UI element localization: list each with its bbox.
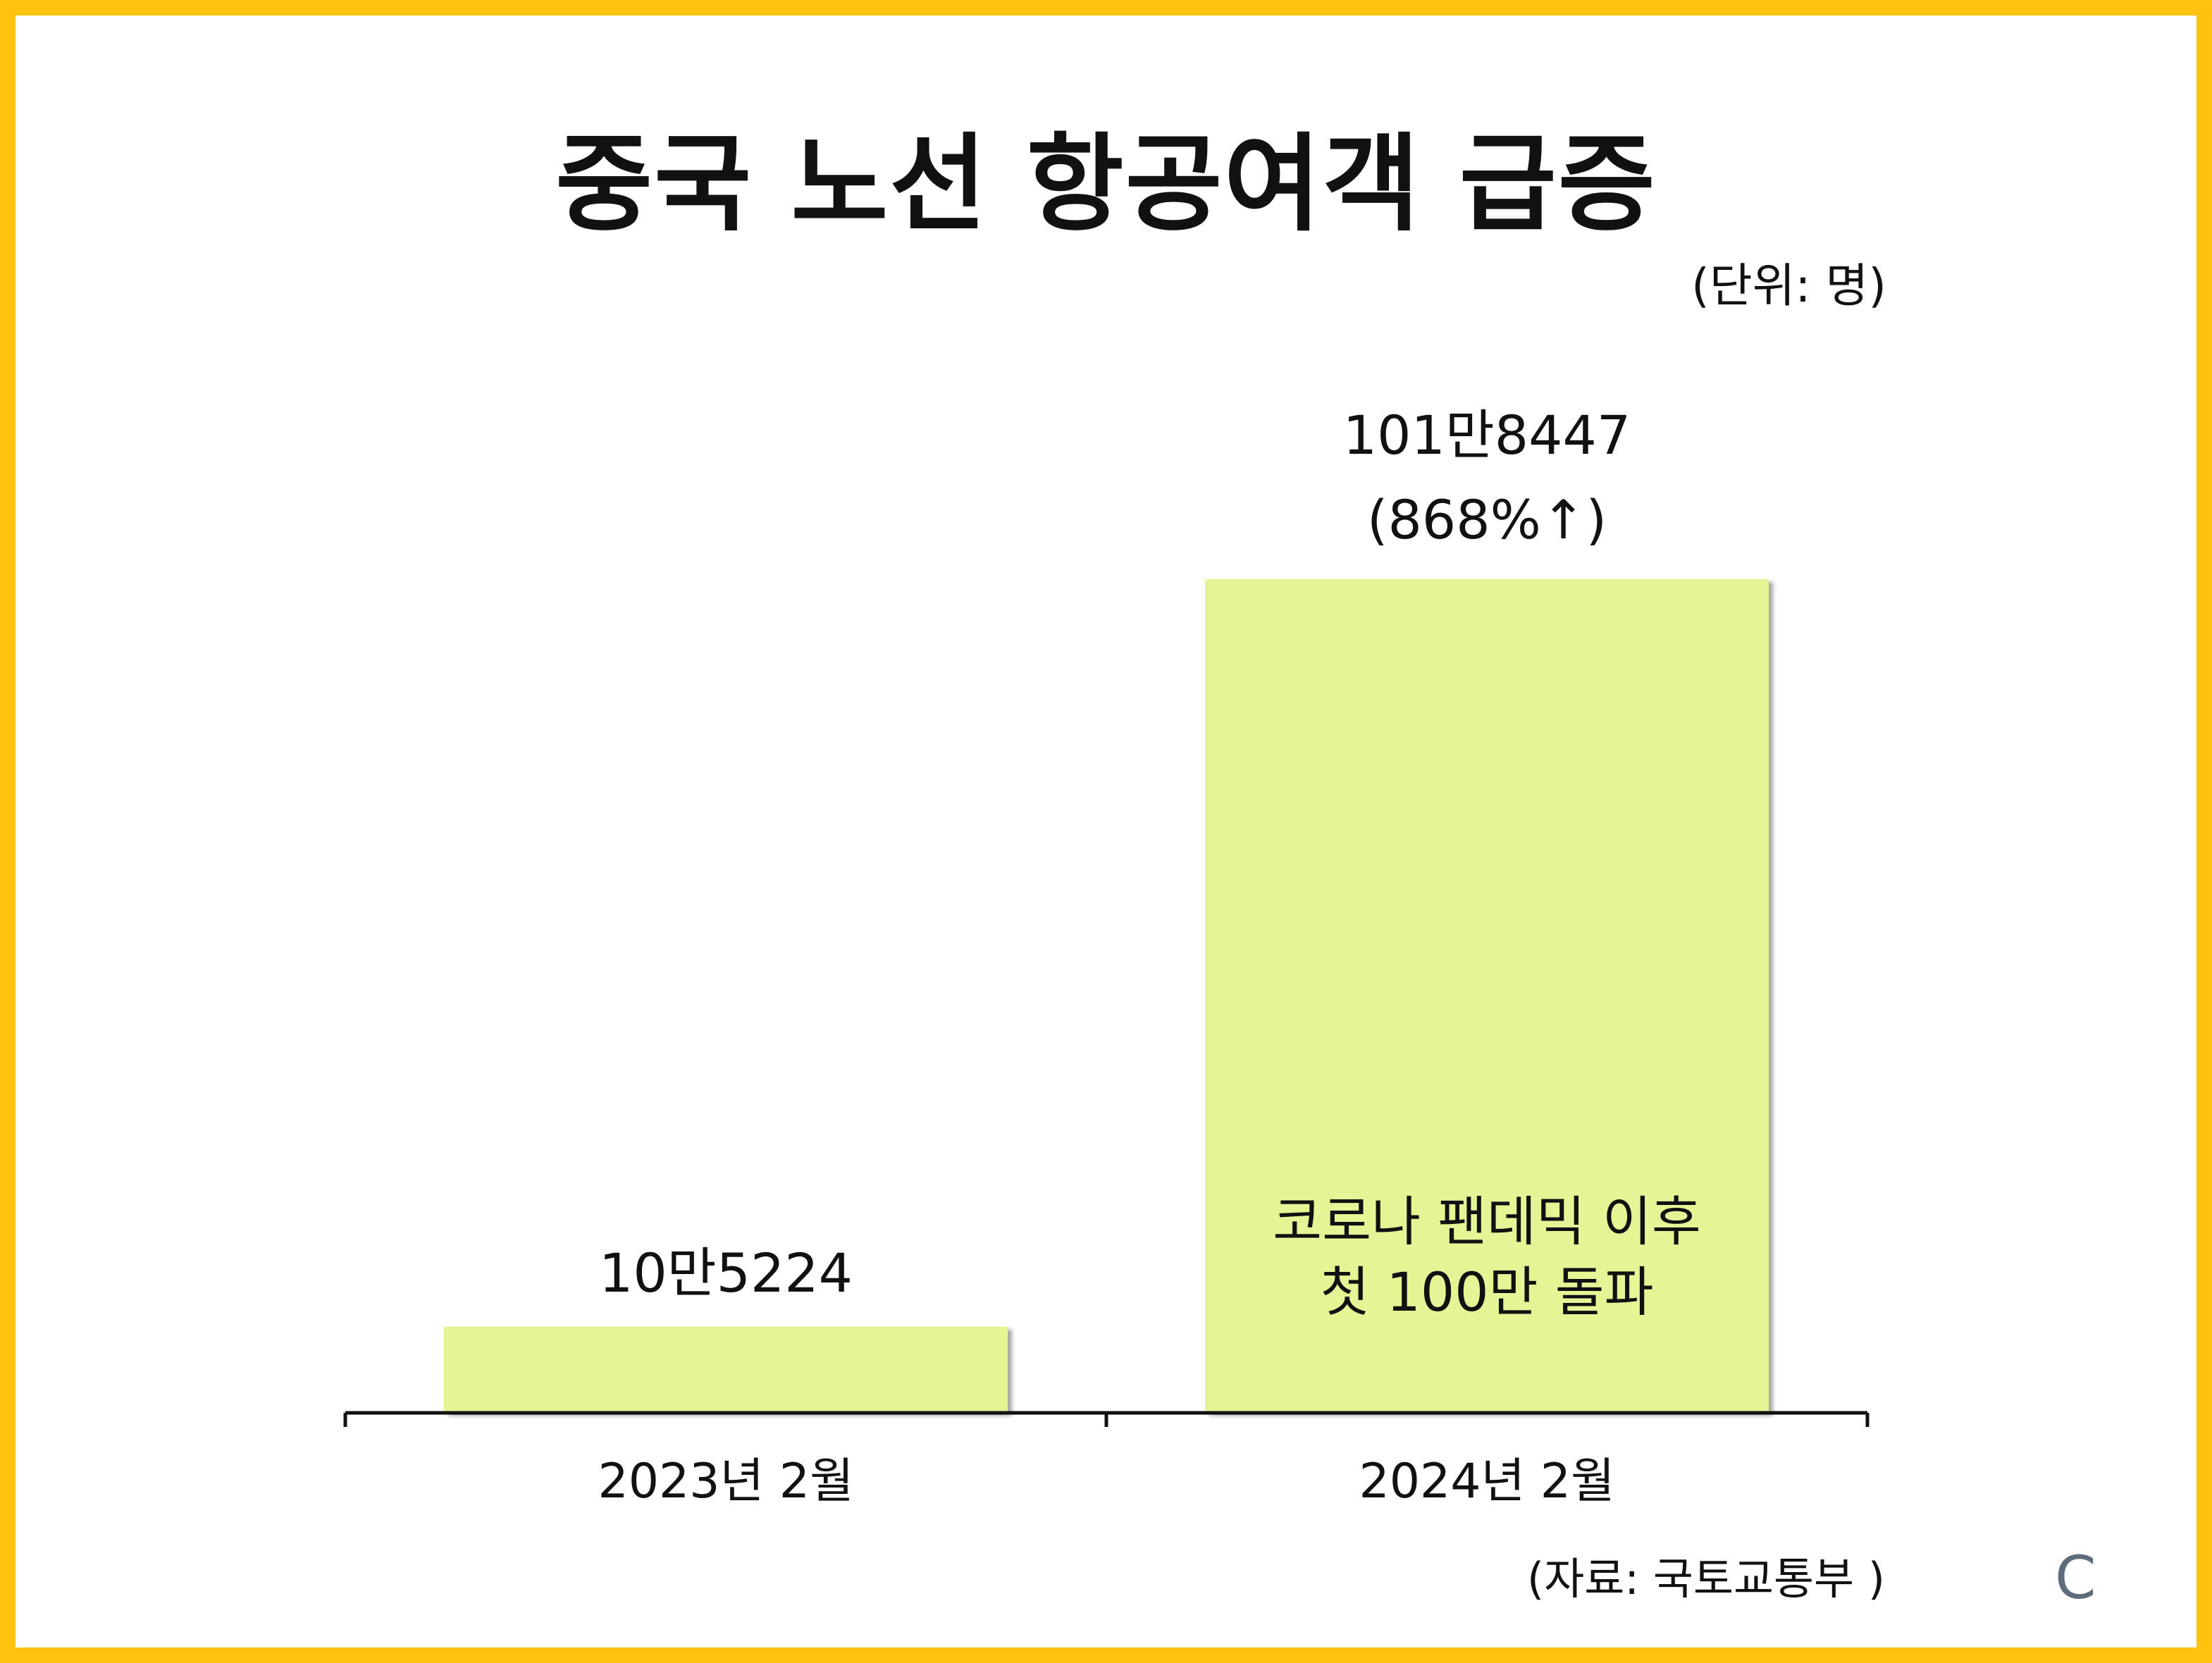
data-label-2: 101만8447	[1343, 404, 1631, 466]
unit-label: (단위: 명)	[1691, 259, 1886, 313]
x-tick-label-1: 2023년 2월	[598, 1454, 853, 1509]
bars-group	[444, 579, 1769, 1413]
logo-mark: C	[2055, 1543, 2096, 1612]
bar-2	[1205, 579, 1769, 1413]
change-label: (868%↑)	[1367, 488, 1607, 551]
source-label: (자료: 국토교통부 )	[1527, 1553, 1885, 1605]
bar-1	[444, 1326, 1008, 1413]
annotation-line-2: 첫 100만 돌파	[1320, 1261, 1653, 1323]
annotation-line-1: 코로나 팬데믹 이후	[1273, 1190, 1701, 1253]
data-label-1: 10만5224	[599, 1242, 853, 1304]
x-axis	[343, 1411, 1870, 1427]
chart-title: 중국 노선 항공여객 급증	[555, 123, 1657, 246]
labels-group: 2023년 2월 2024년 2월 10만5224 101만8447 (868%↑) 코로…	[598, 404, 1700, 1509]
x-tick-label-2: 2024년 2월	[1359, 1454, 1614, 1509]
